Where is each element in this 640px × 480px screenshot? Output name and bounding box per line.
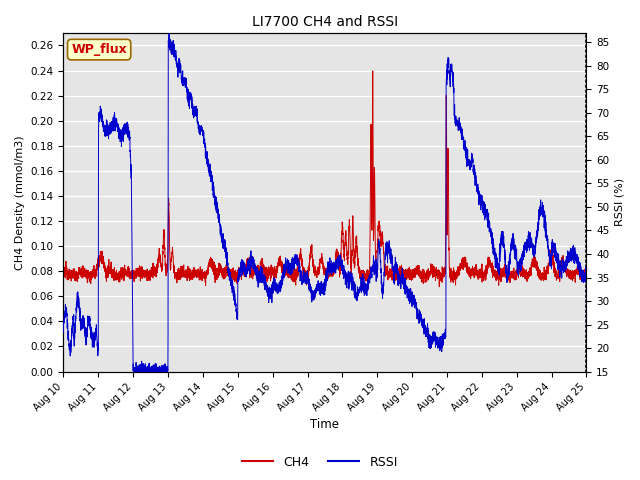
- Title: LI7700 CH4 and RSSI: LI7700 CH4 and RSSI: [252, 15, 398, 29]
- Y-axis label: RSSI (%): RSSI (%): [615, 178, 625, 226]
- Text: WP_flux: WP_flux: [71, 43, 127, 56]
- X-axis label: Time: Time: [310, 419, 339, 432]
- Legend: CH4, RSSI: CH4, RSSI: [237, 451, 403, 474]
- Y-axis label: CH4 Density (mmol/m3): CH4 Density (mmol/m3): [15, 135, 25, 270]
